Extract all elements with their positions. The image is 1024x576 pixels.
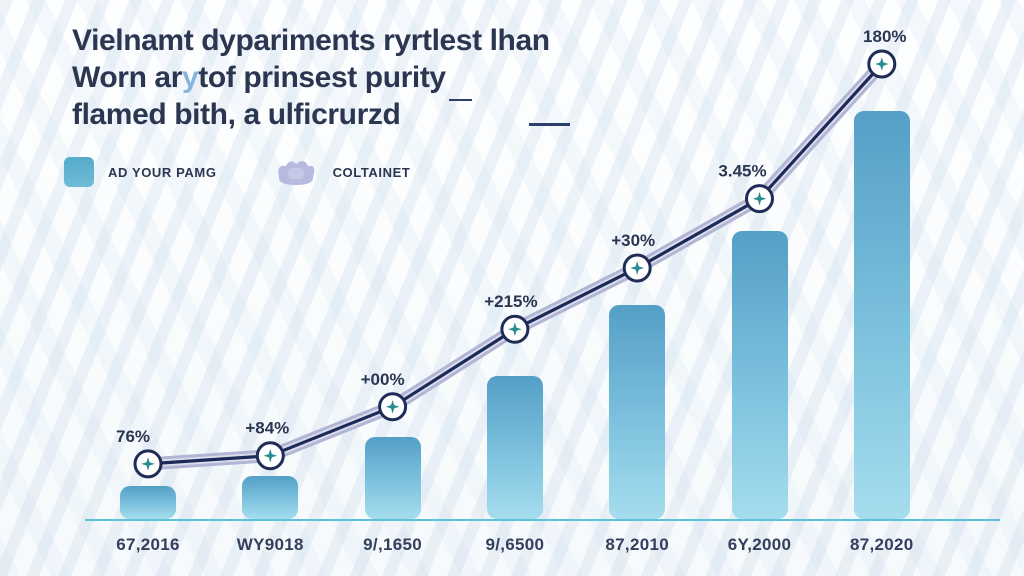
x-axis-label: 9/,1650: [363, 535, 423, 554]
bar: [120, 486, 176, 519]
point-percentage-label: 3.45%: [718, 162, 766, 181]
star-icon: [141, 457, 155, 471]
chart-title: Vielnamt dypariments ryrtlest lhan Worn …: [72, 22, 550, 133]
bar: [731, 231, 788, 519]
crown-icon: [277, 160, 314, 185]
star-icon: [385, 400, 400, 414]
point-percentage-label: +30%: [611, 231, 655, 250]
legend: AD YOUR PAMG COLTAINET: [64, 155, 410, 189]
title-line-1: Vielnamt dypariments ryrtlest lhan: [72, 24, 550, 57]
star-icon: [752, 191, 767, 206]
bar: [364, 437, 421, 519]
title-accent-letter: y: [182, 61, 199, 94]
trend-line-band: [141, 57, 889, 471]
point-percentage-label: +00%: [361, 370, 405, 389]
x-axis-label: WY9018: [236, 535, 304, 554]
trend-line-band-highlight: [144, 60, 886, 468]
point-percentage-label: 76%: [116, 427, 150, 446]
bar: [853, 111, 910, 519]
point-percentage-label: 180%: [863, 27, 906, 46]
legend-label-line: COLTAINET: [332, 164, 411, 180]
bar-series-swatch: [64, 157, 94, 187]
point-percentage-label: +84%: [245, 419, 289, 438]
star-icon: [263, 448, 278, 463]
x-axis-label: 87,2020: [850, 535, 914, 554]
star-icon: [630, 261, 644, 275]
trend-line-core: [146, 62, 884, 466]
title-line-3: flamed bith, a ulficrurzd: [72, 98, 401, 131]
point-percentage-label: +215%: [484, 292, 537, 311]
star-icon: [508, 322, 522, 336]
x-axis-label: 87,2010: [605, 535, 669, 554]
bar: [486, 376, 543, 519]
underline-mark: [449, 99, 472, 101]
legend-label-bars: AD YOUR PAMG: [108, 164, 217, 180]
underline-mark: [529, 123, 570, 126]
x-axis-label: 67,2016: [116, 535, 180, 554]
star-icon: [875, 57, 889, 71]
bar: [242, 476, 299, 519]
x-axis-baseline: [85, 519, 1000, 521]
title-line-2: Worn arytof prinsest purity: [72, 61, 446, 94]
x-axis-label: 6Y,2000: [727, 535, 792, 554]
bar: [609, 305, 666, 519]
x-axis-label: 9/,6500: [485, 535, 545, 554]
